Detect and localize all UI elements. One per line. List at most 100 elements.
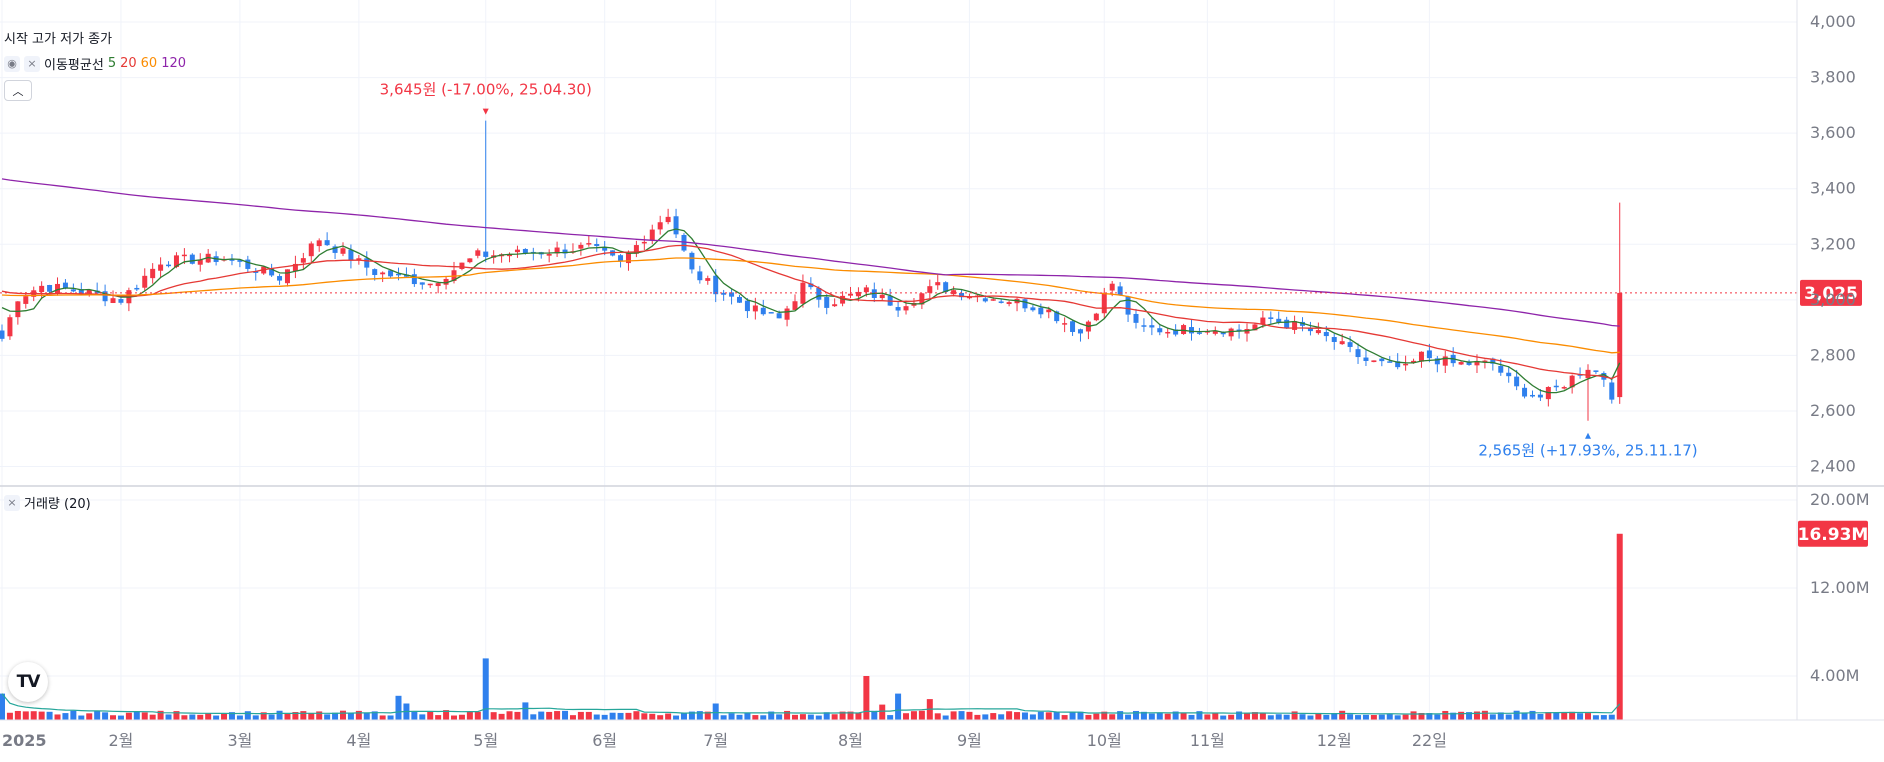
candle-body (935, 282, 941, 286)
volume-bar (1109, 714, 1116, 720)
volume-bar (1331, 713, 1338, 720)
candle-body (1617, 292, 1623, 398)
volume-bar (54, 714, 61, 720)
volume-bar (419, 714, 426, 720)
tradingview-logo[interactable]: TV (8, 662, 48, 702)
volume-bar (1481, 710, 1488, 720)
volume-bar (601, 714, 608, 720)
volume-bar (1315, 713, 1322, 720)
candle-body (1220, 331, 1226, 335)
candle-body (657, 222, 663, 230)
volume-bar (1418, 712, 1425, 720)
candle-body (1062, 323, 1068, 325)
volume-bar (1497, 712, 1504, 720)
volume-bar (1085, 714, 1092, 720)
candle-body (602, 246, 608, 251)
volume-bar (141, 712, 148, 720)
candle-body (1149, 325, 1155, 328)
price-tick-label: 2,600 (1810, 401, 1856, 420)
candle-body (388, 270, 394, 277)
candle-body (118, 299, 124, 303)
candle-body (55, 283, 61, 294)
candle-body (919, 293, 925, 305)
volume-bar (1093, 713, 1100, 720)
volume-bar (1577, 713, 1584, 720)
candle-body (697, 271, 703, 281)
candle-body (1347, 342, 1353, 347)
volume-bar (1410, 711, 1417, 720)
candle-body (1228, 328, 1234, 337)
volume-bar (1188, 714, 1195, 720)
candle-body (594, 243, 600, 247)
volume-bar (236, 715, 243, 720)
volume-tick-label: 12.00M (1810, 578, 1870, 597)
candle-body (356, 258, 362, 260)
volume-bar (244, 711, 251, 720)
candle-body (1609, 382, 1615, 400)
candle-body (1315, 330, 1321, 334)
candle-body (411, 274, 417, 285)
volume-bar (38, 711, 45, 720)
volume-bar (950, 711, 957, 720)
time-tick-label: 6월 (592, 731, 617, 750)
candle-body (546, 253, 552, 256)
volume-bar (1021, 712, 1028, 720)
volume-bar (22, 711, 29, 720)
close-icon[interactable]: × (4, 494, 20, 511)
candle-body (1537, 394, 1543, 398)
volume-bar (562, 710, 569, 720)
volume-bar (1585, 713, 1591, 720)
volume-bar (339, 710, 346, 720)
volume-bar (94, 711, 101, 720)
candle-body (86, 290, 92, 294)
volume-bar (435, 715, 442, 720)
candle-body (760, 307, 766, 315)
candle-body (1474, 360, 1480, 366)
volume-bar (1251, 712, 1258, 720)
collapse-legend-button[interactable]: ︿ (4, 80, 32, 101)
volume-bar (213, 715, 220, 720)
ma-legend: ◉ × 이동평균선 5 20 60 120 (4, 54, 186, 73)
close-icon[interactable]: × (24, 55, 40, 72)
candle-body (689, 252, 695, 270)
volume-bar (720, 715, 727, 720)
candle-body (1157, 328, 1163, 333)
candle-body (7, 317, 13, 337)
candle-body (776, 313, 782, 319)
candle-body (1418, 351, 1424, 362)
candle-body (189, 254, 195, 264)
candle-body (229, 259, 235, 261)
eye-toggle-icon[interactable]: ◉ (4, 55, 20, 72)
volume-bar (831, 714, 838, 720)
volume-bar (1307, 715, 1314, 720)
volume-bar (268, 714, 275, 720)
candle-body (824, 297, 830, 308)
volume-bar (411, 710, 418, 720)
volume-bar (799, 714, 806, 720)
candle-body (625, 253, 631, 264)
candle-body (15, 301, 21, 318)
volume-bar (1029, 714, 1036, 720)
volume-bar (577, 711, 584, 720)
volume-bar (482, 658, 489, 720)
candle-body (1426, 350, 1432, 359)
candle-body (1355, 349, 1361, 358)
volume-bar (974, 714, 981, 720)
candle-body (277, 276, 283, 281)
time-tick-label: 5월 (473, 731, 498, 750)
candle-body (1593, 370, 1599, 372)
volume-bar (1323, 714, 1330, 720)
candle-body (784, 308, 790, 320)
ma-legend-label: 이동평균선 (44, 58, 104, 73)
candle-body (308, 243, 314, 257)
candle-body (348, 249, 354, 261)
candle-body (1339, 341, 1345, 345)
candle-body (380, 272, 386, 275)
candle-body (70, 289, 76, 292)
volume-bar (585, 711, 592, 720)
volume-bar (46, 711, 53, 720)
volume-bar (1545, 712, 1552, 720)
price-tick-label: 4,000 (1810, 12, 1856, 31)
volume-bar (641, 713, 648, 720)
volume-bar (649, 713, 656, 720)
